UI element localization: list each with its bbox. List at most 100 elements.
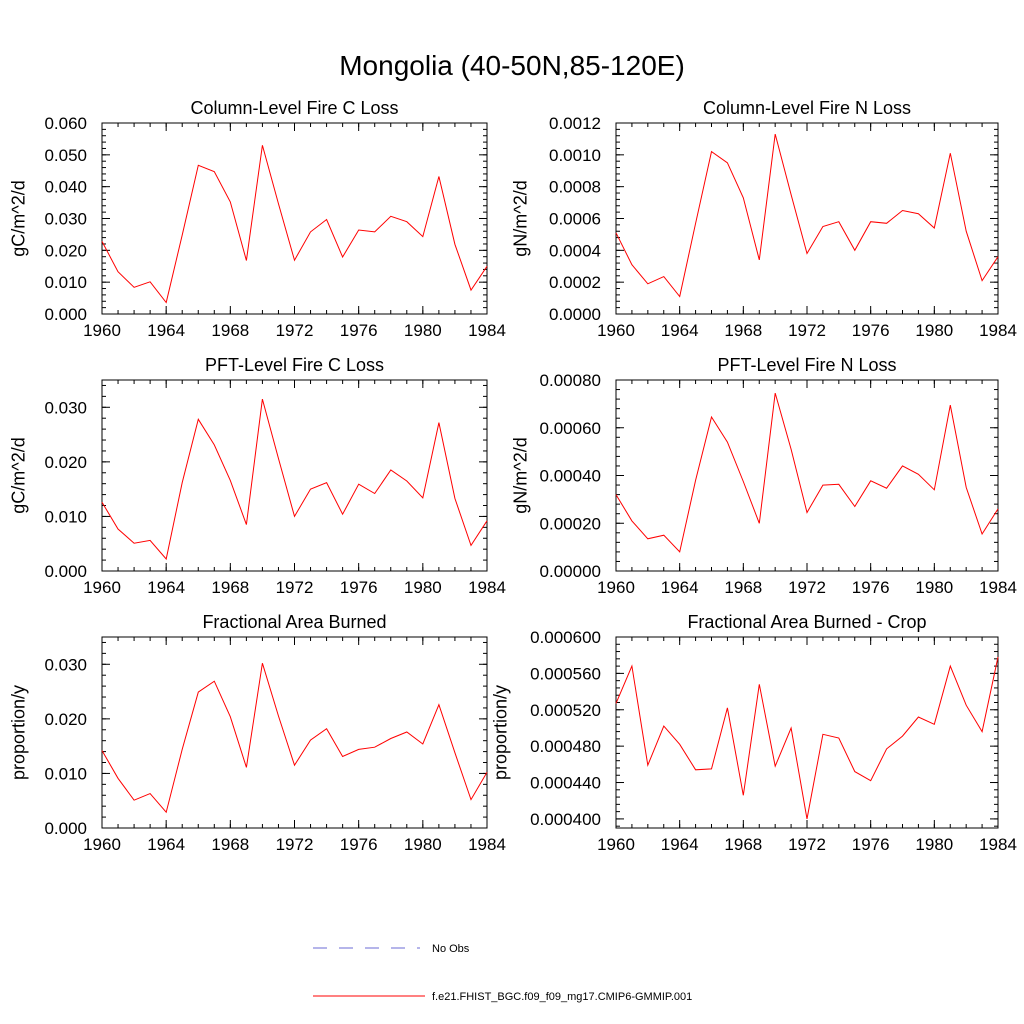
x-tick-label: 1964 (147, 578, 185, 597)
data-point (229, 479, 232, 482)
data-point (437, 175, 440, 178)
panel-6: Fractional Area Burned - Crop 1960 1964 196… (490, 612, 1017, 854)
y-axis-label: gN/m^2/d (510, 180, 530, 256)
x-tick-label: 1964 (147, 835, 185, 854)
x-tick-label: 1976 (852, 578, 890, 597)
x-tick-label: 1972 (276, 835, 314, 854)
data-point (646, 282, 649, 285)
plot-frame (101, 379, 488, 572)
data-point (309, 230, 312, 233)
data-point (853, 505, 856, 508)
data-point (245, 259, 248, 262)
data-point (694, 222, 697, 225)
y-tick-label: 0.020 (44, 453, 87, 472)
y-tick-label: 0.000560 (530, 664, 601, 683)
data-point (277, 457, 280, 460)
y-axis-label: proportion/y (490, 685, 510, 780)
data-point (646, 764, 649, 767)
data-point (694, 768, 697, 771)
data-point (245, 523, 248, 526)
y-tick-label: 0.030 (44, 655, 87, 674)
data-point (678, 743, 681, 746)
y-tick-label: 0.000 (44, 305, 87, 324)
data-point (293, 515, 296, 518)
data-point (325, 218, 328, 221)
data-point (615, 493, 618, 496)
data-point (149, 539, 152, 542)
data-point (981, 730, 984, 733)
data-point (917, 212, 920, 215)
data-point (181, 234, 184, 237)
data-point (662, 534, 665, 537)
panel-1: Column-Level Fire C Loss 1960 1964 1968 1972… (8, 98, 506, 340)
data-point (197, 164, 200, 167)
data-point (774, 765, 777, 768)
y-tick-label: 0.000 (44, 562, 87, 581)
data-point (341, 513, 344, 516)
y-tick-label: 0.030 (44, 210, 87, 229)
data-point (710, 767, 713, 770)
data-point (117, 270, 120, 273)
y-tick-label: 0.000 (44, 819, 87, 838)
data-point (774, 392, 777, 395)
data-point (229, 200, 232, 203)
data-point (726, 706, 729, 709)
data-point (710, 416, 713, 419)
data-point (133, 286, 136, 289)
data-point (615, 231, 618, 234)
data-point (949, 665, 952, 668)
data-point (646, 537, 649, 540)
data-point (742, 794, 745, 797)
y-tick-label: 0.00060 (540, 419, 601, 438)
x-tick-label: 1976 (340, 321, 378, 340)
data-point (933, 488, 936, 491)
data-point (949, 152, 952, 155)
x-tick-label: 1964 (661, 835, 699, 854)
data-point (101, 501, 104, 504)
data-point (373, 230, 376, 233)
data-point (486, 771, 489, 774)
data-point (486, 265, 489, 268)
panel-title: PFT-Level Fire N Loss (717, 355, 896, 375)
y-tick-label: 0.000600 (530, 628, 601, 647)
plot-frame (615, 636, 999, 829)
y-tick-label: 0.00020 (540, 514, 601, 533)
y-tick-label: 0.040 (44, 178, 87, 197)
y-tick-label: 0.00040 (540, 467, 601, 486)
data-point (885, 487, 888, 490)
data-point (293, 259, 296, 262)
y-tick-label: 0.00080 (540, 371, 601, 390)
data-point (325, 727, 328, 730)
data-point (885, 222, 888, 225)
y-tick-label: 0.060 (44, 114, 87, 133)
data-point (165, 557, 168, 560)
x-tick-label: 1972 (788, 321, 826, 340)
x-tick-label: 1960 (597, 835, 635, 854)
x-tick-label: 1960 (597, 321, 635, 340)
data-point (421, 235, 424, 238)
x-tick-label: 1968 (724, 578, 762, 597)
data-point (277, 202, 280, 205)
x-tick-label: 1976 (340, 835, 378, 854)
x-tick-label: 1980 (404, 578, 442, 597)
series-line (615, 392, 999, 553)
data-point (469, 798, 472, 801)
data-point (806, 252, 809, 255)
legend-obs-label: No Obs (432, 943, 470, 955)
data-point (821, 225, 824, 228)
x-tick-label: 1960 (83, 835, 121, 854)
x-tick-label: 1984 (468, 578, 506, 597)
y-tick-label: 0.0008 (549, 178, 601, 197)
data-point (133, 799, 136, 802)
plot-frame (101, 636, 488, 829)
data-point (742, 480, 745, 483)
data-point (405, 730, 408, 733)
y-tick-label: 0.030 (44, 398, 87, 417)
x-tick-label: 1984 (468, 321, 506, 340)
data-point (117, 777, 120, 780)
x-tick-label: 1964 (661, 321, 699, 340)
data-point (357, 483, 360, 486)
data-point (821, 484, 824, 487)
x-tick-label: 1976 (852, 321, 890, 340)
x-tick-label: 1964 (147, 321, 185, 340)
